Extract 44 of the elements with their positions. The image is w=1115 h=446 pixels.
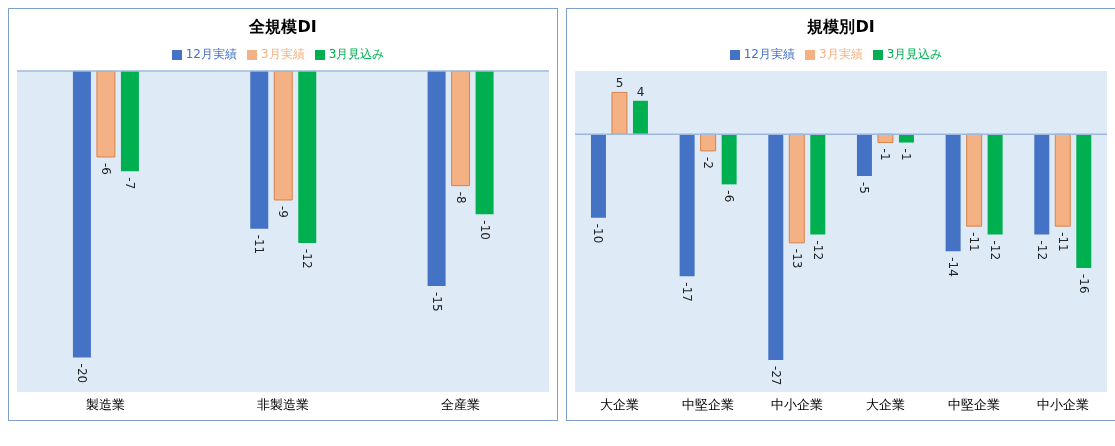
x-tick-label: 非製造業 [257, 397, 309, 413]
data-label: -11 [252, 234, 267, 255]
x-tick-label: 中堅企業 [948, 397, 1000, 413]
legend-label: 3月見込み [886, 47, 943, 61]
data-label: -6 [98, 162, 113, 175]
data-label: -1 [878, 148, 893, 161]
data-label: -8 [453, 191, 468, 204]
x-tick-label: 全産業 [440, 397, 480, 413]
data-label: -15 [429, 291, 444, 312]
legend-label: 12月実績 [743, 47, 795, 61]
data-label: -16 [1076, 273, 1091, 294]
data-label: -14 [946, 257, 961, 277]
data-label: 5 [615, 76, 624, 91]
x-tick-label: 製造業 [86, 397, 126, 413]
data-label: -9 [276, 205, 291, 218]
legend-label: 3月実績 [819, 47, 863, 61]
data-label: -10 [591, 223, 606, 244]
data-label: -12 [988, 240, 1003, 261]
legend-label: 3月実績 [261, 47, 305, 61]
x-tick-label: 中小企業 [770, 397, 823, 413]
data-label: -6 [722, 190, 737, 203]
data-label: -7 [122, 177, 137, 190]
data-label: -13 [789, 248, 804, 269]
data-label: -10 [477, 220, 492, 240]
legend-label: 12月実績 [185, 47, 237, 61]
data-label: -12 [300, 248, 315, 269]
data-label: -11 [1055, 232, 1070, 252]
data-label: -5 [857, 181, 872, 194]
x-tick-label: 大企業 [865, 397, 905, 413]
data-label: -12 [810, 240, 825, 261]
data-label: -1 [899, 148, 914, 161]
data-label: -27 [768, 365, 783, 386]
x-tick-label: 大企業 [599, 397, 639, 413]
legend-label: 3月見込み [328, 47, 385, 61]
data-label: -20 [74, 363, 89, 384]
data-label: -17 [680, 282, 695, 302]
data-label: 4 [636, 84, 645, 99]
chart-title: 全規模DI [248, 16, 318, 38]
x-tick-label: 中堅企業 [682, 397, 734, 413]
x-tick-label: 中小企業 [1036, 397, 1089, 413]
data-label: -2 [701, 156, 716, 169]
chart-title: 規模別DI [806, 16, 876, 38]
data-label: -12 [1034, 240, 1049, 261]
data-label: -11 [967, 232, 982, 252]
